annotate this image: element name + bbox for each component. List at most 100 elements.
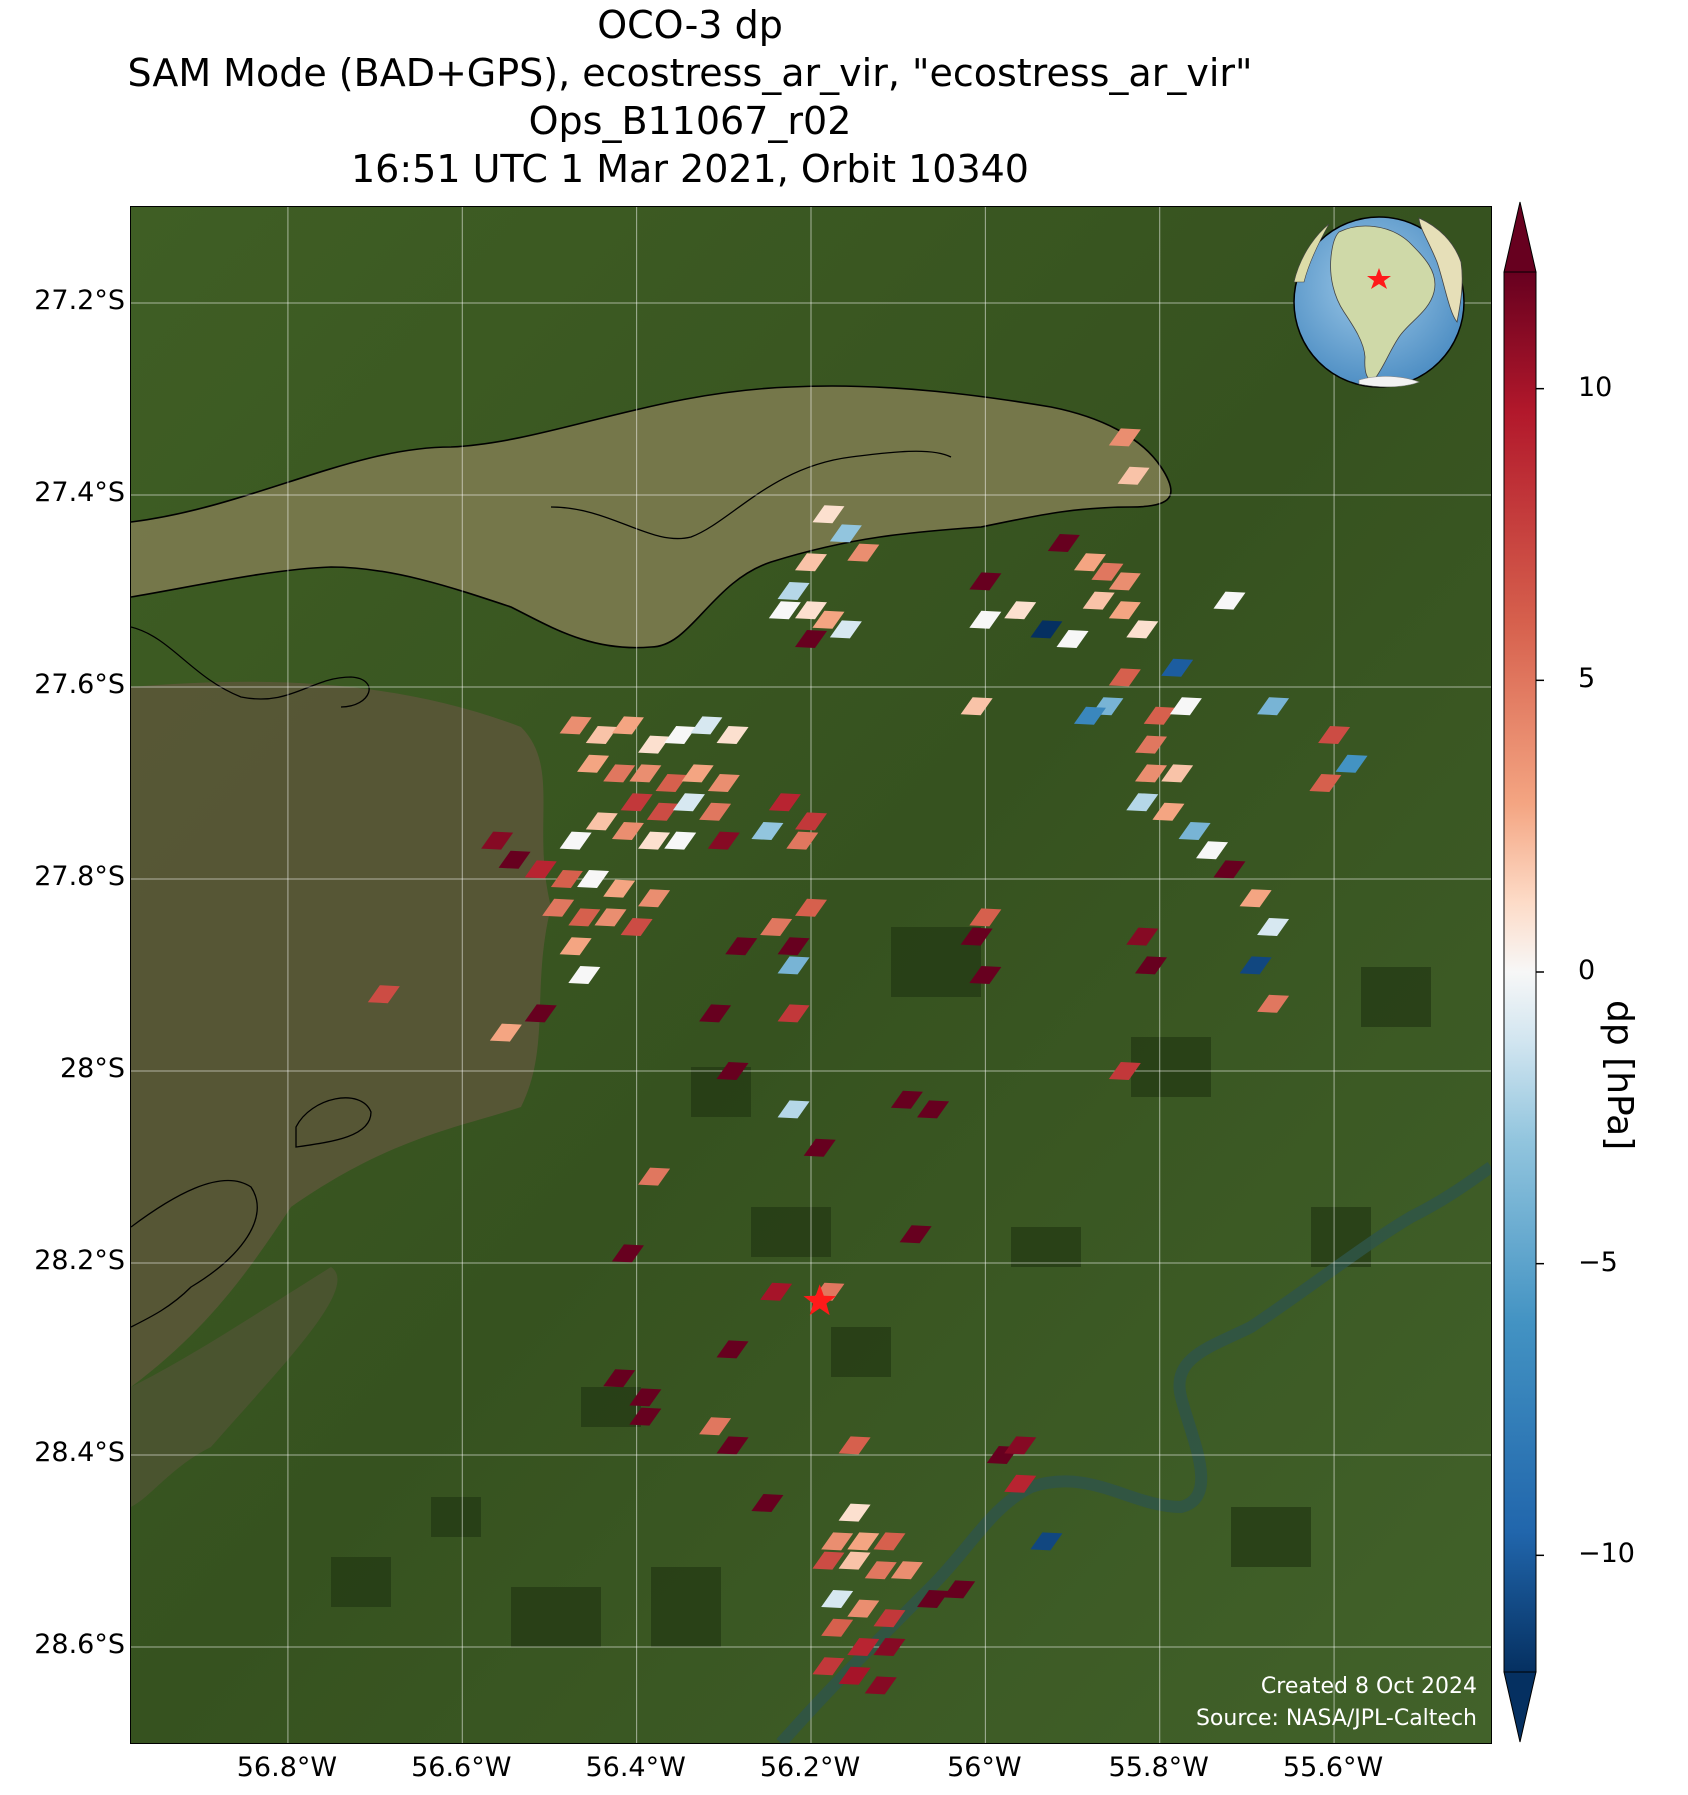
sounding-footprint [716, 1340, 749, 1359]
river-island-outline [550, 450, 952, 540]
lat-tick-label: 28.6°S [34, 1629, 125, 1660]
sounding-footprint [768, 601, 801, 620]
sounding-footprint [795, 601, 827, 620]
sounding-footprint [716, 1062, 749, 1080]
sounding-footprint [838, 1503, 871, 1522]
sounding-footprint [577, 870, 610, 888]
sounding-footprint [1108, 601, 1141, 620]
sounding-footprint [699, 802, 732, 821]
sounding-footprint [611, 1244, 644, 1263]
sounding-footprint [1257, 918, 1290, 936]
sounding-footprint [707, 831, 740, 850]
sounding-footprint [1309, 774, 1342, 792]
colorbar-label: dp [hPa] [1599, 1000, 1640, 1151]
globe-target-star [1367, 268, 1391, 289]
sounding-footprint [1135, 764, 1167, 783]
wetland-area [131, 681, 551, 1387]
colorbar-extend-bottom [1503, 1671, 1537, 1743]
uruguay-river [776, 1162, 1491, 1743]
river-outline-south [131, 506, 1132, 649]
antarctica-shape [1358, 376, 1420, 388]
sounding-footprint [638, 1167, 671, 1186]
sounding-footprint [1004, 1474, 1037, 1493]
sounding-footprint [1152, 802, 1185, 821]
sounding-footprint [812, 610, 845, 629]
sounding-footprint [1213, 591, 1246, 610]
sounding-footprint [969, 572, 1002, 591]
sounding-footprint [969, 966, 1002, 984]
sounding-footprint [838, 1666, 871, 1685]
colorbar-tick-label: 10 [1578, 371, 1613, 403]
sounding-footprint [603, 879, 636, 898]
sounding-footprint [943, 1580, 976, 1599]
sounding-footprint [847, 1638, 880, 1656]
sounding-footprint [864, 1561, 897, 1580]
title-line-3: Ops_B11067_r02 [528, 99, 852, 143]
sounding-footprint [960, 697, 993, 716]
sounding-footprint [760, 918, 793, 936]
river-outline-north [131, 385, 1172, 523]
colorbar-extend-top [1503, 201, 1537, 273]
sounding-footprint [795, 553, 827, 572]
sounding-footprint [838, 1551, 871, 1570]
sounding-footprint [821, 1590, 854, 1608]
sounding-footprint [664, 831, 697, 850]
lon-tick-label: 56.6°W [411, 1752, 512, 1783]
sounding-footprint [524, 860, 557, 879]
sounding-footprint [690, 716, 723, 735]
sounding-footprint [1073, 706, 1106, 725]
sounding-footprint [646, 802, 679, 821]
map-panel[interactable]: Created 8 Oct 2024 Source: NASA/JPL-Calt… [130, 206, 1492, 1744]
sounding-footprint [542, 898, 575, 917]
lon-tick-label: 55.6°W [1282, 1752, 1384, 1783]
sounding-footprint [873, 1532, 906, 1551]
sounding-footprint [725, 937, 758, 956]
river-branch-outline [131, 626, 370, 708]
lon-tick-label: 56.2°W [759, 1752, 861, 1783]
colorbar [1503, 201, 1544, 1743]
sounding-footprint [1108, 1062, 1141, 1080]
sounding-footprint [611, 716, 644, 735]
sounding-footprint [1143, 706, 1176, 725]
created-credit: Created 8 Oct 2024 [1260, 1674, 1477, 1699]
sounding-footprint [638, 889, 671, 908]
sounding-footprint [716, 726, 749, 744]
sounding-footprint [847, 1599, 880, 1618]
sounding-footprint [611, 822, 644, 840]
sounding-footprint [890, 1090, 923, 1109]
sounding-footprint [1161, 658, 1194, 677]
sounding-footprint [655, 774, 688, 792]
sounding-footprint [681, 764, 714, 783]
sounding-footprint [960, 927, 993, 946]
sounding-footprint [847, 1532, 880, 1551]
sounding-footprint [1196, 841, 1229, 860]
sounding-footprint [777, 582, 810, 600]
sounding-footprint [1108, 668, 1141, 687]
sounding-footprint [603, 764, 636, 783]
africa-edge-shape [1418, 217, 1463, 323]
sounding-footprint [699, 1417, 732, 1436]
sounding-footprint [699, 1004, 732, 1023]
sounding-footprint [1178, 822, 1211, 840]
sounding-footprint [550, 870, 583, 888]
wetland-lower [131, 1267, 338, 1507]
sounding-footprint [489, 1023, 522, 1042]
sounding-footprint [1257, 994, 1290, 1013]
lat-tick-label: 27.4°S [34, 477, 125, 508]
sounding-footprint [760, 1282, 793, 1301]
sounding-footprints [367, 428, 1368, 1695]
colorbar-gradient [1503, 271, 1537, 1673]
sounding-footprint [1335, 754, 1368, 773]
sounding-footprint [917, 1590, 950, 1608]
sounding-footprint [1108, 572, 1141, 591]
sounding-footprint [1108, 428, 1141, 447]
sounding-footprint [803, 1138, 836, 1157]
sounding-footprint [899, 1225, 932, 1244]
title-line-4: 16:51 UTC 1 Mar 2021, Orbit 10340 [351, 147, 1029, 191]
sounding-footprint [847, 543, 880, 562]
sounding-footprint [1004, 1436, 1037, 1455]
sounding-footprint [873, 1638, 906, 1656]
sounding-footprint [577, 754, 610, 773]
sounding-footprint [1126, 793, 1159, 812]
sounding-footprint [1135, 735, 1167, 754]
